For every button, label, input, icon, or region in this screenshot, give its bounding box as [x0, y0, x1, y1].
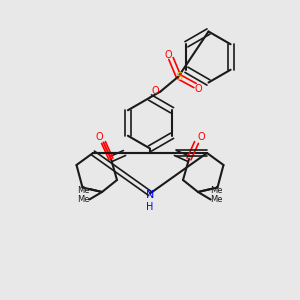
- Text: H: H: [146, 202, 154, 212]
- Text: N: N: [146, 190, 154, 200]
- Text: Me: Me: [210, 195, 223, 204]
- Text: Me: Me: [210, 186, 223, 195]
- Text: O: O: [164, 50, 172, 60]
- Text: Me: Me: [77, 186, 90, 195]
- Text: O: O: [151, 86, 159, 96]
- Text: O: O: [95, 131, 103, 142]
- Text: O: O: [197, 131, 205, 142]
- Text: S: S: [175, 71, 182, 82]
- Text: Me: Me: [77, 195, 90, 204]
- Text: O: O: [194, 83, 202, 94]
